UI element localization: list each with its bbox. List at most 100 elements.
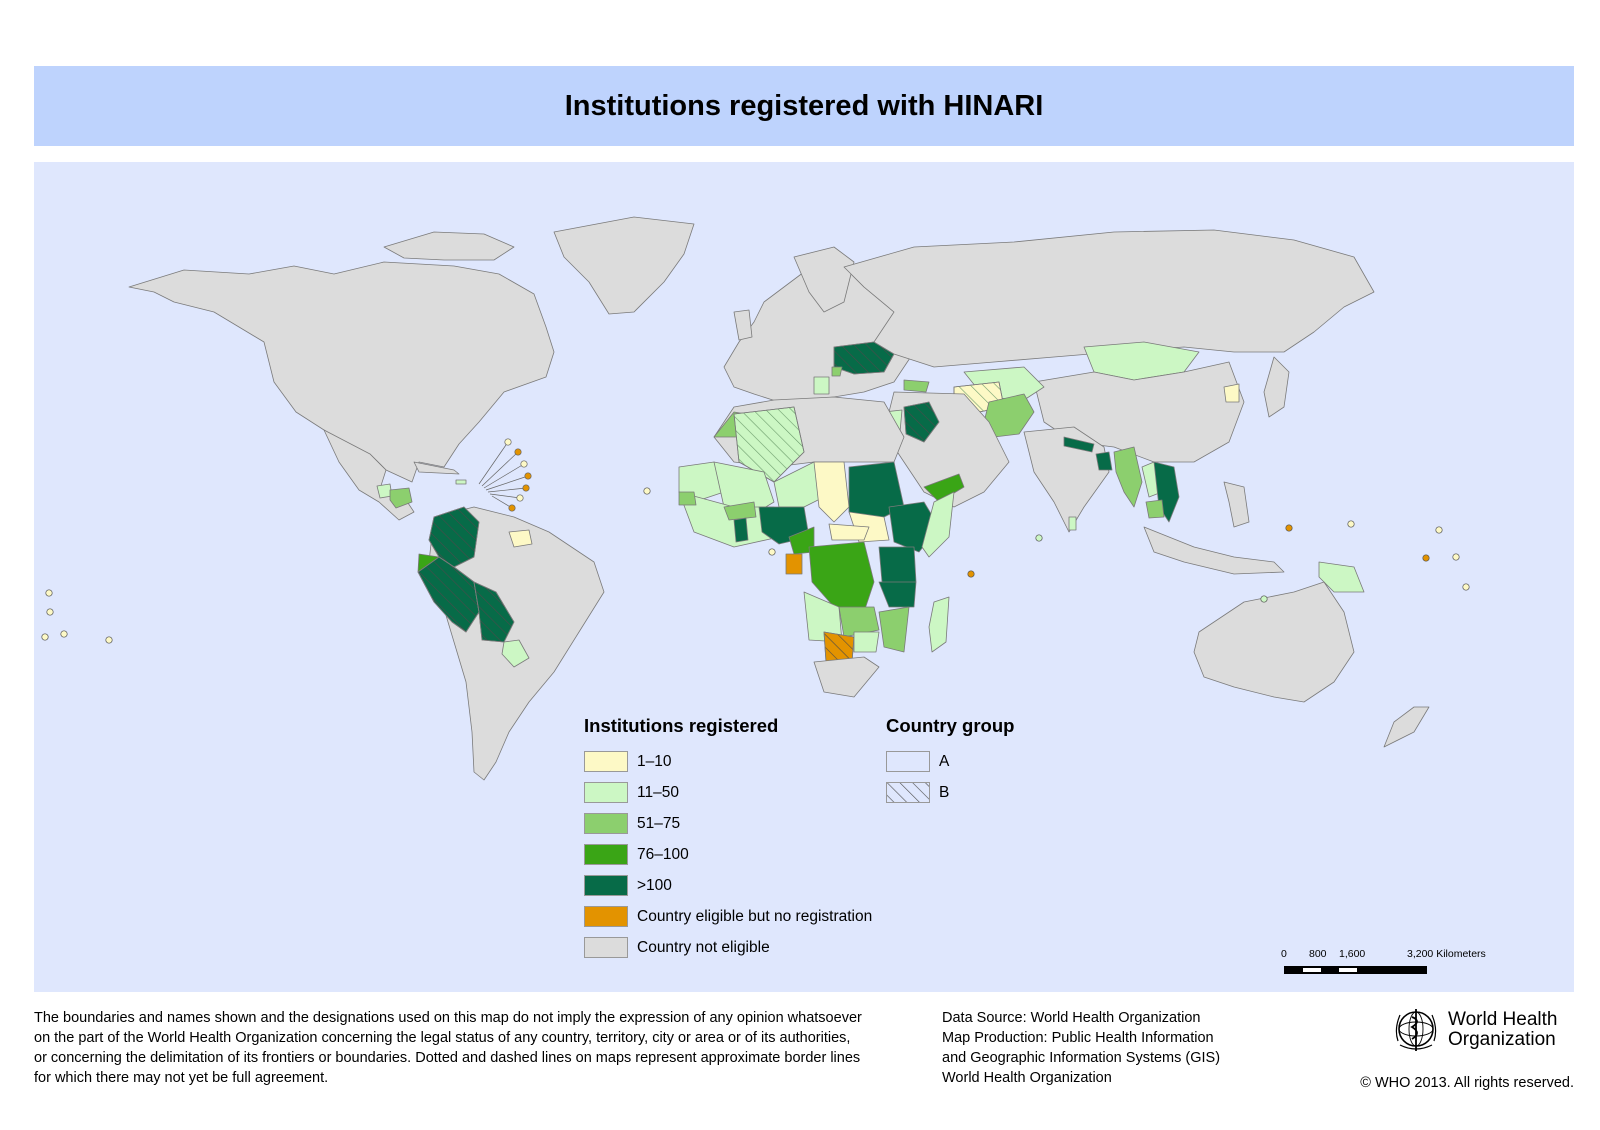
- region-japan: [1263, 356, 1290, 418]
- island-marker: [1462, 583, 1470, 591]
- island-marker: [1452, 553, 1460, 561]
- country-algeria-hatch: [733, 406, 805, 483]
- island-marker: [643, 487, 651, 495]
- country-madagascar: [928, 596, 950, 653]
- legend-item: B: [886, 777, 1014, 808]
- source-line: World Health Organization: [942, 1070, 1112, 1086]
- who-logo: World Health Organization: [1390, 1005, 1557, 1055]
- disclaimer-line: or concerning the delimitation of its fr…: [34, 1050, 861, 1066]
- source-line: Map Production: Public Health Informatio…: [942, 1030, 1214, 1046]
- island-marker: [524, 472, 532, 480]
- country-paraguay: [501, 639, 530, 668]
- logo-line: World Health: [1448, 1009, 1558, 1030]
- country-burkina: [723, 501, 757, 521]
- island-marker: [1260, 595, 1268, 603]
- country-zambia: [838, 606, 880, 638]
- legend-item: Country eligible but no registration: [584, 901, 872, 932]
- legend-item: >100: [584, 870, 872, 901]
- legend-swatch: [584, 937, 628, 958]
- island-marker: [1347, 520, 1355, 528]
- legend-item: 51–75: [584, 808, 872, 839]
- logo-line: Organization: [1448, 1029, 1556, 1050]
- legend-swatch: [584, 906, 628, 927]
- country-namibia-bots-hatch: [823, 631, 855, 663]
- region-scandinavia: [793, 246, 855, 313]
- legend-institutions: Institutions registered 1–10 11–50 51–75…: [584, 715, 872, 963]
- title-band: Institutions registered with HINARI: [34, 66, 1574, 146]
- map-frame: Institutions registered 1–10 11–50 51–75…: [34, 162, 1574, 992]
- country-chad: [813, 461, 850, 523]
- country-haiti: [455, 479, 467, 485]
- scale-label: 1,600: [1339, 948, 1366, 960]
- island-marker: [46, 608, 54, 616]
- region-greenland: [553, 216, 695, 315]
- island-marker: [508, 504, 516, 512]
- country-cambodia: [1145, 499, 1165, 519]
- region-uk: [733, 309, 753, 341]
- island-marker: [60, 630, 68, 638]
- island-marker: [504, 438, 512, 446]
- legend-label: A: [939, 752, 950, 770]
- legend-swatch: [584, 813, 628, 834]
- legend-label: Country eligible but no registration: [637, 907, 873, 925]
- country-nepal: [1063, 436, 1095, 453]
- country-honduras: [389, 487, 413, 509]
- country-dprk: [1223, 383, 1240, 403]
- scale-graphic: [1284, 966, 1427, 974]
- region-cuba: [413, 461, 460, 475]
- country-srilanka: [1068, 516, 1077, 531]
- country-yemen: [923, 473, 965, 503]
- region-north-america: [128, 261, 555, 483]
- legend-label: B: [939, 783, 950, 801]
- scale-label: 800: [1309, 948, 1327, 960]
- legend-label: >100: [637, 876, 672, 894]
- legend-label: 1–10: [637, 752, 672, 770]
- legend-item: 1–10: [584, 746, 872, 777]
- region-south-africa: [813, 656, 880, 698]
- country-png: [1318, 561, 1365, 593]
- island-marker: [41, 633, 49, 641]
- world-map: [41, 216, 1470, 781]
- country-zimbabwe: [853, 631, 880, 653]
- legend-item: 76–100: [584, 839, 872, 870]
- region-russia: [843, 229, 1375, 368]
- island-marker: [1435, 526, 1443, 534]
- country-car: [828, 523, 870, 541]
- source-line: Data Source: World Health Organization: [942, 1010, 1201, 1026]
- country-bangladesh: [1095, 451, 1113, 471]
- copyright: © WHO 2013. All rights reserved.: [1360, 1075, 1574, 1091]
- scale-label: 0: [1281, 948, 1287, 960]
- country-tanzania: [878, 581, 917, 608]
- legend-label: 76–100: [637, 845, 689, 863]
- country-colombia-hatch: [428, 506, 480, 568]
- legend-country-group: Country group A B: [886, 715, 1014, 808]
- who-emblem-icon: [1395, 1009, 1437, 1051]
- country-balkans: [813, 376, 830, 395]
- disclaimer-line: for which there may not yet be full agre…: [34, 1070, 329, 1086]
- region-india: [1023, 426, 1110, 533]
- disclaimer: The boundaries and names shown and the d…: [34, 1008, 862, 1088]
- region-australia: [1193, 581, 1355, 703]
- country-venezuela-guyana: [508, 529, 533, 548]
- legend-swatch: [584, 782, 628, 803]
- legend-label: 11–50: [637, 783, 679, 801]
- legend-item: 11–50: [584, 777, 872, 808]
- legend-swatch: [584, 844, 628, 865]
- legend-label: Country not eligible: [637, 938, 770, 956]
- island-marker: [1285, 524, 1293, 532]
- legend-item: A: [886, 746, 1014, 777]
- legend-swatch: [584, 875, 628, 896]
- island-marker: [522, 484, 530, 492]
- island-marker: [516, 494, 524, 502]
- legend-title: Institutions registered: [584, 715, 779, 736]
- island-marker: [1422, 554, 1430, 562]
- legend-swatch: [584, 751, 628, 772]
- country-ghana: [733, 517, 749, 543]
- country-gabon: [785, 553, 803, 575]
- country-senegal: [678, 491, 697, 506]
- caribbean-callouts: [478, 438, 532, 512]
- map-title: Institutions registered with HINARI: [564, 89, 1044, 122]
- island-marker: [514, 448, 522, 456]
- legend-swatch-hatch: [886, 782, 930, 803]
- island-marker: [45, 589, 53, 597]
